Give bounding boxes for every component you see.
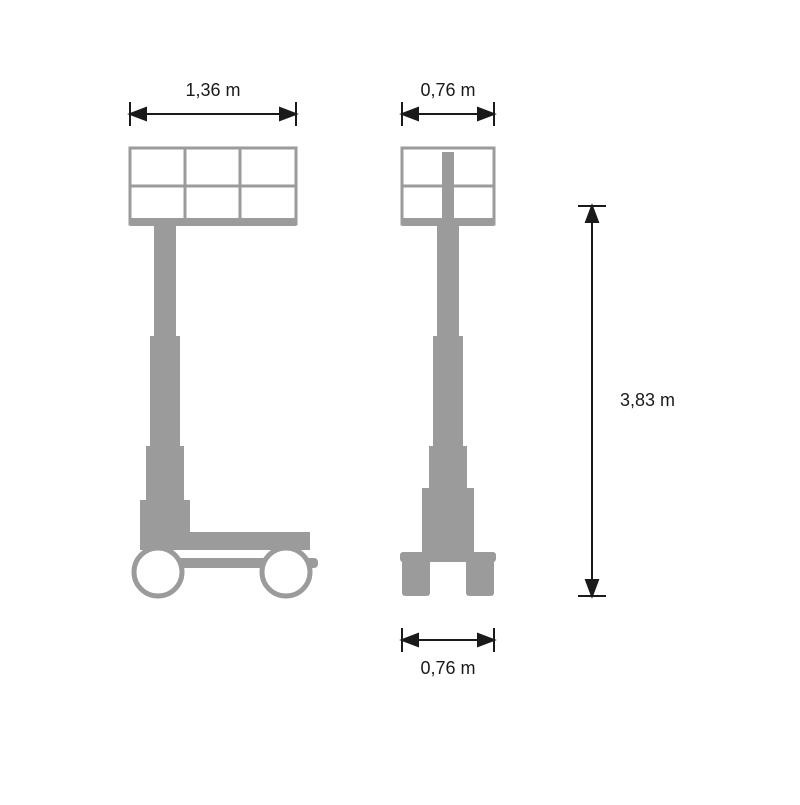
dim-height-label: 3,83 m [620, 390, 675, 410]
dim-top-left [130, 102, 296, 126]
dimension-diagram: 1,36 m 0,76 m 3,83 m 0,76 m [0, 0, 800, 805]
front-mast [429, 226, 467, 490]
side-wheels [134, 548, 310, 596]
dim-top-right [402, 102, 494, 126]
dim-top-left-label: 1,36 m [185, 80, 240, 100]
front-view [400, 148, 496, 596]
front-platform [402, 148, 494, 226]
side-mast [146, 226, 184, 502]
dim-bottom-label: 0,76 m [420, 658, 475, 678]
side-view [130, 148, 318, 596]
dim-bottom [402, 628, 494, 652]
dim-top-right-label: 0,76 m [420, 80, 475, 100]
dim-height [578, 206, 606, 596]
side-platform [130, 148, 296, 226]
front-base [400, 488, 496, 562]
